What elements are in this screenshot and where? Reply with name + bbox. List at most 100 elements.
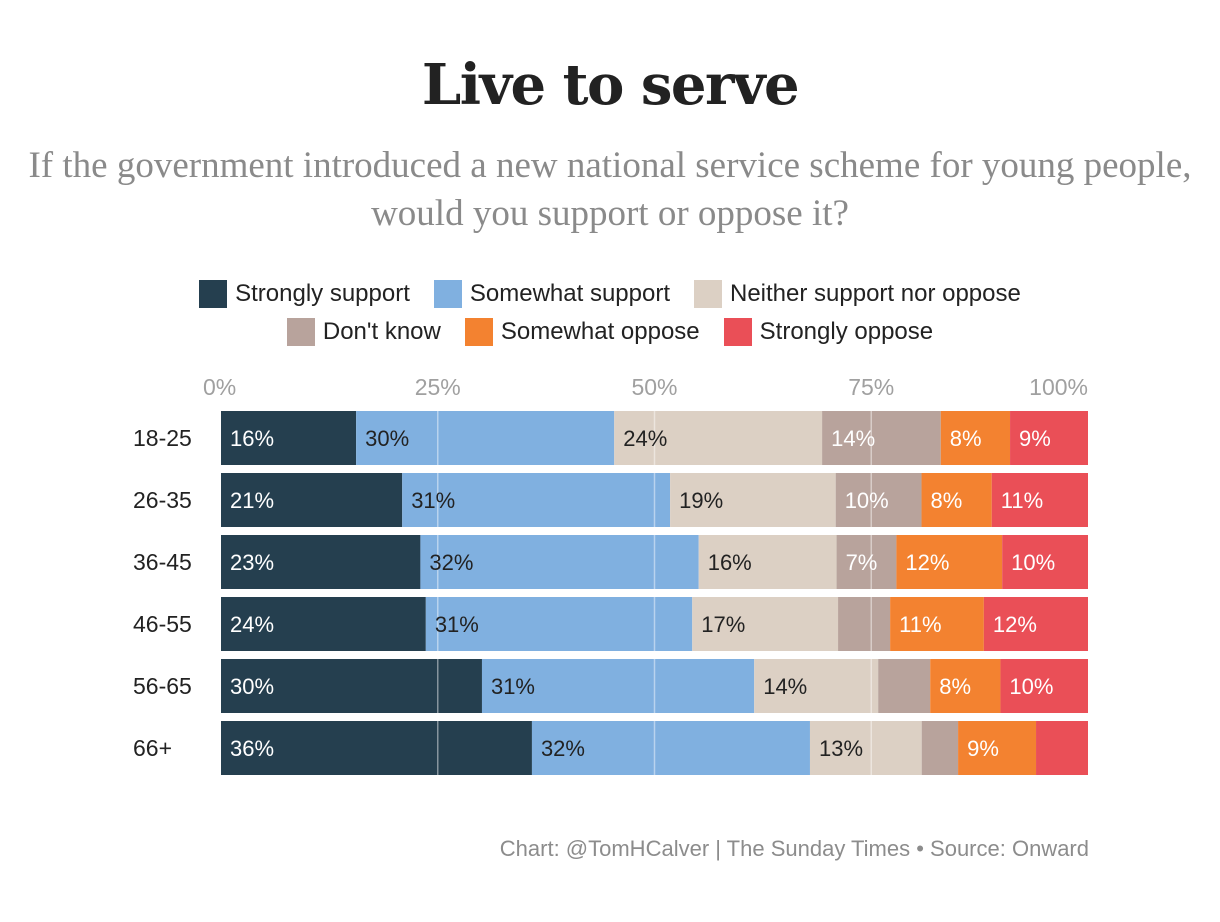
data-label: 11% xyxy=(1001,488,1043,513)
y-category-label: 56-65 xyxy=(133,673,192,699)
legend-swatch xyxy=(694,280,722,308)
legend-label: Don't know xyxy=(322,318,441,345)
data-label: 31% xyxy=(491,674,535,699)
x-tick-label: 100% xyxy=(1029,374,1088,400)
bar-segment xyxy=(940,411,1011,465)
data-label: 14% xyxy=(831,426,875,451)
data-label: 8% xyxy=(950,426,982,451)
bar-segment xyxy=(356,411,615,465)
bar-segment xyxy=(1036,721,1088,775)
bar-segment xyxy=(221,473,403,527)
bar-segment xyxy=(221,411,357,465)
data-label: 31% xyxy=(435,612,479,637)
bar-segment xyxy=(1010,411,1088,465)
legend-swatch xyxy=(286,318,315,346)
data-label: 10% xyxy=(1011,550,1055,575)
legend-label: Somewhat support xyxy=(469,280,670,307)
data-label: 8% xyxy=(939,674,971,699)
bar-segment xyxy=(420,535,699,589)
bar-segment xyxy=(481,659,755,713)
legend-swatch xyxy=(199,280,228,308)
data-label: 16% xyxy=(230,426,274,451)
bar-segment xyxy=(890,597,984,651)
data-label: 9% xyxy=(967,736,999,761)
bar-segment xyxy=(835,473,922,527)
y-category-label: 36-45 xyxy=(133,549,192,575)
data-label: 10% xyxy=(1009,674,1053,699)
bar-segment xyxy=(983,597,1088,651)
legend-row-1: Strongly support Somewhat support Neithe… xyxy=(0,280,1220,308)
data-label: 31% xyxy=(411,488,455,513)
legend-item-somewhat-support: Somewhat support xyxy=(433,280,670,308)
legend-item-somewhat-oppose: Somewhat oppose xyxy=(464,318,700,346)
data-label: 12% xyxy=(905,550,949,575)
bar-segment xyxy=(698,535,837,589)
chart-source: Chart: @TomHCalver | The Sunday Times • … xyxy=(499,836,1089,861)
legend-row-2: Don't know Somewhat oppose Strongly oppo… xyxy=(0,318,1220,346)
bar-segment xyxy=(921,721,959,775)
x-tick-label: 25% xyxy=(415,374,461,400)
bar-segment xyxy=(425,597,693,651)
bar-segment xyxy=(838,597,891,651)
legend-label: Strongly oppose xyxy=(759,318,934,345)
legend-label: Strongly support xyxy=(235,280,410,307)
data-label: 19% xyxy=(679,488,723,513)
x-tick-label: 0% xyxy=(203,374,236,400)
data-label: 24% xyxy=(230,612,274,637)
legend-item-strongly-oppose: Strongly oppose xyxy=(723,318,934,346)
data-label: 9% xyxy=(1019,426,1051,451)
legend-item-strongly-support: Strongly support xyxy=(199,280,410,308)
bar-segment xyxy=(958,721,1037,775)
bar-segment xyxy=(991,473,1088,527)
bar-segment xyxy=(921,473,992,527)
legend-swatch xyxy=(464,318,493,346)
data-label: 24% xyxy=(623,426,667,451)
bar-segment xyxy=(896,535,1003,589)
bar-segment xyxy=(930,659,1001,713)
data-label: 23% xyxy=(230,550,274,575)
labels-group: 0% 25% 50% 75% 100% 18-25 16% 30% 24% 14% 8% 9% 26-3… xyxy=(133,374,1088,761)
data-label: 17% xyxy=(701,612,745,637)
data-label: 30% xyxy=(230,674,274,699)
data-label: 11% xyxy=(899,612,941,637)
bar-segment xyxy=(1002,535,1088,589)
bar-segment xyxy=(670,473,836,527)
legend-item-dont-know: Don't know xyxy=(286,318,441,346)
bar-segment xyxy=(836,535,897,589)
data-label: 14% xyxy=(763,674,807,699)
y-category-label: 46-55 xyxy=(133,611,192,637)
bars-group xyxy=(221,411,1088,775)
bar-segment xyxy=(822,411,941,465)
data-label: 12% xyxy=(993,612,1037,637)
bar-segment xyxy=(531,721,810,775)
legend-label: Somewhat oppose xyxy=(500,318,700,345)
bar-segment xyxy=(221,721,532,775)
bar-segment xyxy=(692,597,839,651)
x-tick-label: 75% xyxy=(848,374,894,400)
data-label: 36% xyxy=(230,736,274,761)
legend-swatch xyxy=(723,318,752,346)
legend-label: Neither support nor oppose xyxy=(730,280,1021,307)
gridlines-group xyxy=(437,411,872,775)
y-category-label: 66+ xyxy=(133,735,172,761)
bar-segment xyxy=(221,659,482,713)
legend-item-neither: Neither support nor oppose xyxy=(694,280,1021,308)
bar-segment xyxy=(878,659,931,713)
data-label: 8% xyxy=(931,488,963,513)
chart-title: Live to serve xyxy=(421,52,800,118)
data-label: 10% xyxy=(845,488,889,513)
x-tick-label: 50% xyxy=(631,374,677,400)
data-label: 21% xyxy=(230,488,274,513)
data-label: 30% xyxy=(365,426,409,451)
y-category-label: 18-25 xyxy=(133,425,192,451)
chart-subtitle: If the government introduced a new natio… xyxy=(0,142,1220,238)
data-label: 32% xyxy=(541,736,585,761)
stacked-bar-chart: 0% 25% 50% 75% 100% 18-25 16% 30% 24% 14% 8% 9% 26-3… xyxy=(133,374,1088,775)
bar-segment xyxy=(402,473,671,527)
data-label: 16% xyxy=(708,550,752,575)
data-label: 13% xyxy=(819,736,863,761)
bar-segment xyxy=(1000,659,1088,713)
data-label: 32% xyxy=(429,550,473,575)
bar-segment xyxy=(754,659,879,713)
data-label: 7% xyxy=(846,550,878,575)
